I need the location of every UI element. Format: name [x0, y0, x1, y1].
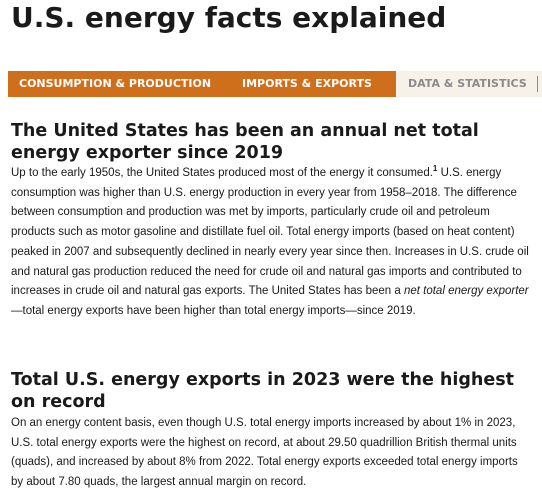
section-heading-exports-record: Total U.S. energy exports in 2023 were t…	[11, 370, 515, 412]
tab-data-statistics[interactable]: DATA & STATISTICS	[396, 76, 538, 92]
paragraph-net-exporter: Up to the early 1950s, the United States…	[11, 164, 531, 322]
footnote-link[interactable]: 1	[432, 164, 438, 174]
paragraph-exports-record: On an energy content basis, even though …	[11, 417, 518, 489]
section-heading-net-exporter: The United States has been an annual net…	[11, 121, 479, 163]
italic-term: net total energy exporter	[403, 285, 529, 298]
page-title: U.S. energy facts explained	[11, 1, 447, 34]
paragraph-text: Up to the early 1950s, the United States…	[11, 167, 433, 179]
section-tab-bar: CONSUMPTION & PRODUCTION IMPORTS & EXPOR…	[8, 71, 542, 97]
tab-consumption-production[interactable]: CONSUMPTION & PRODUCTION	[8, 71, 228, 97]
tab-imports-exports[interactable]: IMPORTS & EXPORTS	[228, 71, 396, 97]
paragraph-text: —total energy exports have been higher t…	[11, 304, 416, 317]
paragraph-text: U.S. energy consumption was higher than …	[11, 167, 529, 298]
